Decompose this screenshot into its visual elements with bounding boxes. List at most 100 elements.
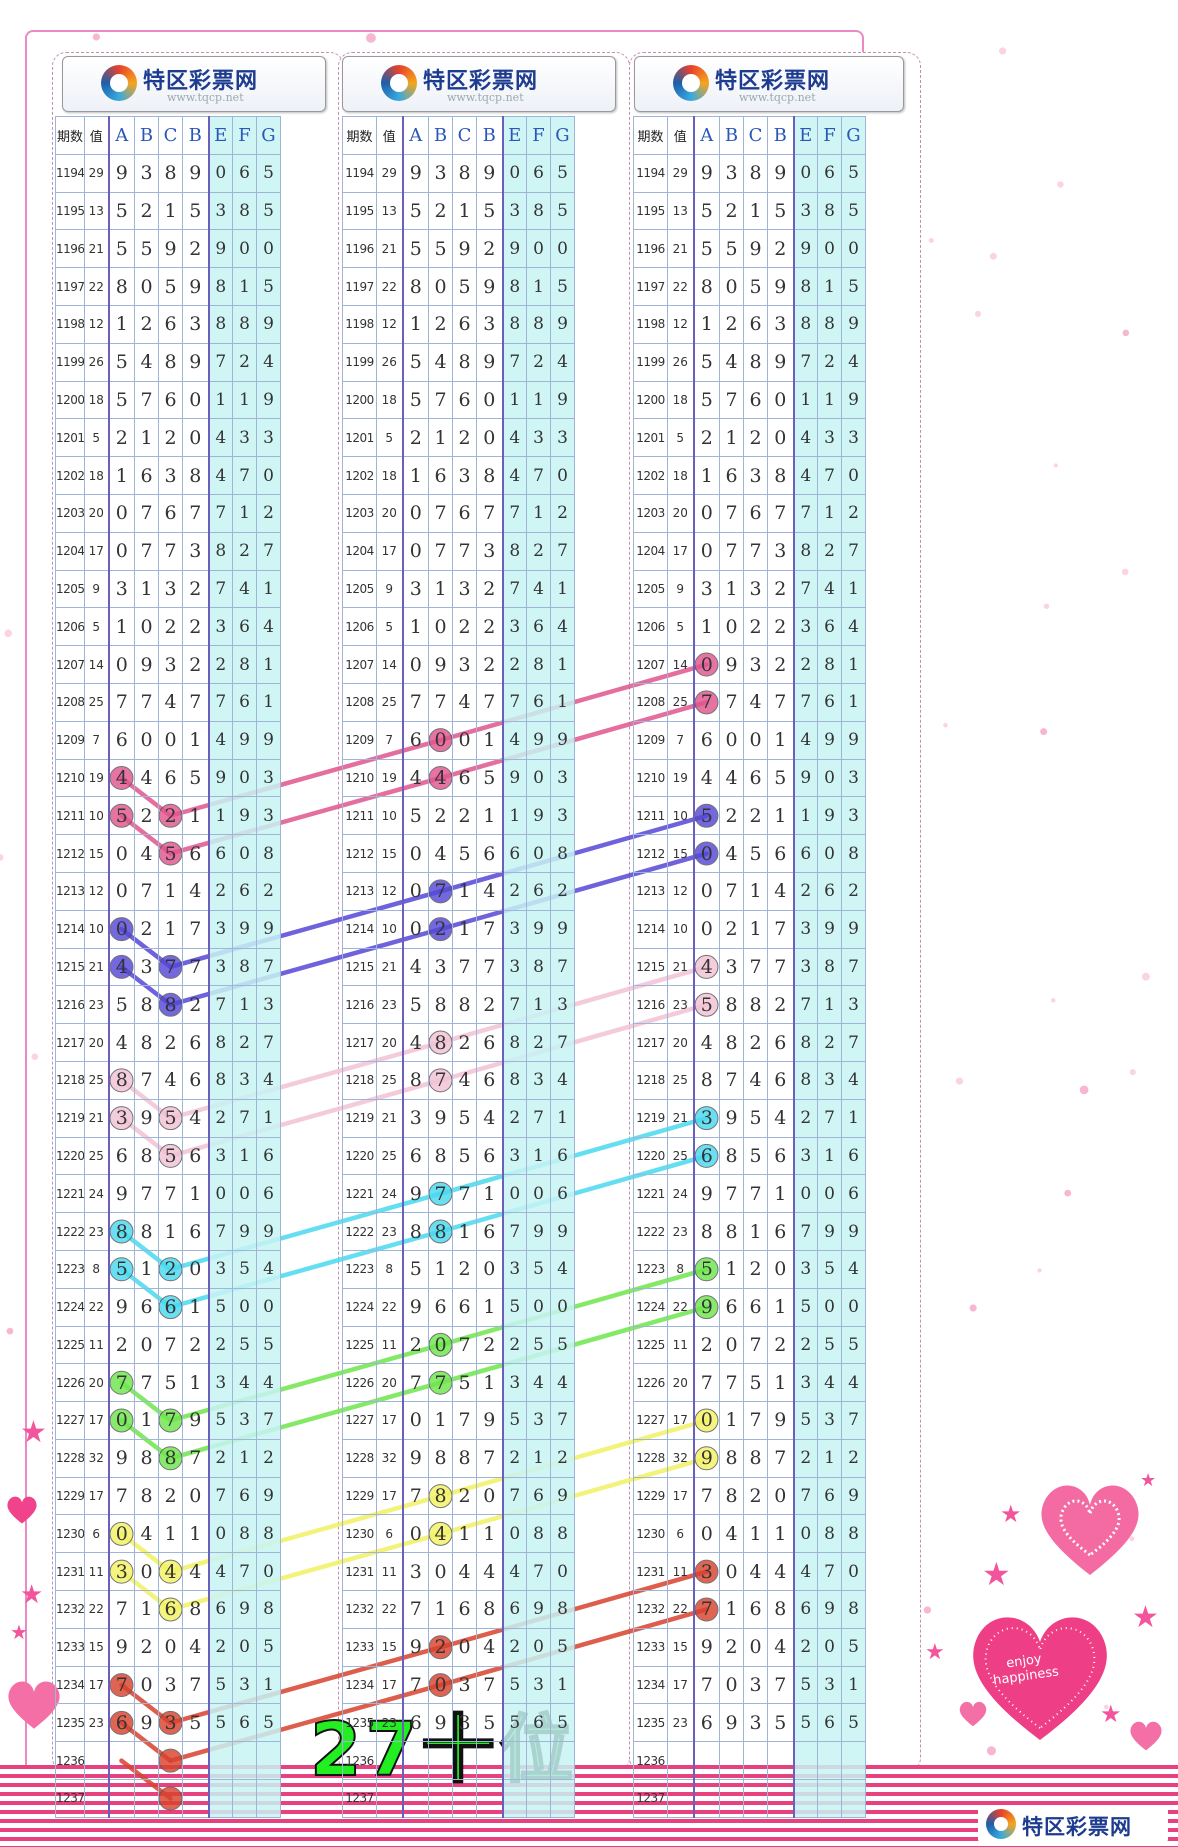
digit-cell: 8 — [134, 1438, 159, 1478]
digit-cell: 1 — [502, 796, 527, 836]
digit-cell: 7 — [793, 1212, 818, 1251]
digit-cell: 4 — [108, 1023, 135, 1062]
decor-dot — [986, 1746, 996, 1756]
sum-cell: 6 — [84, 1514, 110, 1554]
sum-cell — [84, 1741, 110, 1781]
sum-cell: 23 — [376, 1703, 404, 1743]
digit-cell: 3 — [208, 607, 233, 647]
digit-cell: 1 — [841, 1098, 866, 1138]
period-cell: 1205 — [633, 569, 668, 609]
table-row: 1214 10 0 2 1 7 3 9 9 — [55, 909, 281, 949]
table-row: 1211 10 5 2 2 1 1 9 3 — [55, 796, 281, 836]
digit-cell: 9 — [550, 304, 575, 344]
digit-cell: 0 — [232, 1627, 257, 1667]
sum-cell: 17 — [667, 1476, 695, 1516]
digit-cell: 5 — [743, 267, 768, 306]
decor-dot — [4, 629, 13, 637]
digit-cell: 9 — [550, 1476, 575, 1516]
digit-cell: 5 — [526, 1325, 551, 1365]
period-cell: 1227 — [633, 1401, 668, 1440]
digit-cell: 3 — [158, 569, 183, 609]
sum-cell: 10 — [84, 909, 110, 949]
digit-cell: 8 — [208, 304, 233, 344]
decor-dot — [1129, 1536, 1135, 1542]
period-cell: 1233 — [342, 1627, 377, 1667]
digit-cell: 0 — [502, 1514, 527, 1554]
star-icon: ★ — [1100, 1700, 1122, 1728]
digit-cell: 5 — [476, 191, 504, 231]
digit-cell: 5 — [452, 1363, 477, 1403]
digit-cell — [182, 1741, 210, 1781]
digit-cell: 4 — [232, 1363, 257, 1403]
digit-cell: 6 — [767, 834, 795, 873]
sum-cell: 17 — [84, 1476, 110, 1516]
digit-cell: 3 — [526, 1665, 551, 1705]
digit-cell: 3 — [793, 947, 818, 987]
digit-cell: 9 — [402, 1627, 429, 1667]
digit-cell: 7 — [428, 1174, 453, 1214]
digit-cell: 7 — [767, 947, 795, 987]
sum-cell: 14 — [84, 645, 110, 684]
table-row: 1212 15 0 4 5 6 6 0 8 — [633, 834, 866, 873]
digit-cell: 5 — [693, 191, 720, 231]
sum-cell: 15 — [376, 1627, 404, 1667]
table-row: 1219 21 3 9 5 4 2 7 1 — [633, 1098, 866, 1138]
period-cell: 1229 — [342, 1476, 377, 1516]
digit-cell: 1 — [134, 569, 159, 609]
digit-cell: 3 — [693, 569, 720, 609]
digit-cell: 4 — [256, 1060, 281, 1100]
digit-cell: 3 — [208, 191, 233, 231]
digit-cell: 2 — [452, 418, 477, 458]
digit-cell: 0 — [719, 607, 744, 647]
period-cell: 1202 — [342, 456, 377, 495]
digit-cell: 4 — [743, 1552, 768, 1592]
digit-cell: 6 — [182, 834, 210, 873]
digit-cell: 0 — [108, 834, 135, 873]
digit-cell: 2 — [158, 607, 183, 647]
table-row: 1218 25 8 7 4 6 8 3 4 — [342, 1060, 575, 1100]
digit-cell: 3 — [108, 569, 135, 609]
digit-cell: 2 — [208, 1438, 233, 1478]
digit-cell: 6 — [743, 758, 768, 798]
digit-cell: 3 — [502, 947, 527, 987]
period-cell: 1237 — [342, 1779, 377, 1818]
digit-cell: 7 — [134, 380, 159, 420]
digit-cell: 9 — [208, 758, 233, 798]
table-row: 1237 — [342, 1779, 575, 1818]
digit-cell: 8 — [817, 947, 842, 987]
digit-cell: 7 — [743, 1401, 768, 1440]
digit-cell: 3 — [719, 153, 744, 193]
digit-cell: 4 — [767, 1627, 795, 1667]
digit-cell: 1 — [452, 1514, 477, 1554]
digit-cell: 1 — [232, 985, 257, 1025]
digit-cell: 7 — [550, 531, 575, 571]
digit-cell: 5 — [817, 1325, 842, 1365]
column-header: 期数 — [633, 116, 668, 155]
decor-dot — [1043, 603, 1050, 610]
digit-cell: 8 — [232, 947, 257, 987]
digit-cell: 2 — [526, 342, 551, 382]
period-cell: 1202 — [55, 456, 85, 495]
digit-cell: 0 — [232, 758, 257, 798]
digit-cell: 7 — [182, 493, 210, 533]
digit-cell: 9 — [767, 267, 795, 306]
digit-cell: 5 — [743, 1136, 768, 1176]
digit-cell: 4 — [767, 1552, 795, 1592]
table-row: 1235 23 6 9 3 5 5 6 5 — [342, 1703, 575, 1743]
logo-swirl-icon — [986, 1809, 1016, 1839]
lottery-table-left: 期数值 A B C B E F G 1194 29 9 3 8 9 0 6 5 1195 13 5 2 1 5 3 8 5 1196… — [55, 116, 281, 1818]
digit-cell: 8 — [550, 1514, 575, 1554]
digit-cell: 9 — [232, 720, 257, 760]
table-row: 1209 7 6 0 0 1 4 9 9 — [633, 720, 866, 760]
digit-cell: 2 — [476, 985, 504, 1025]
table-row: 1222 23 8 8 1 6 7 9 9 — [633, 1212, 866, 1251]
digit-cell: 9 — [550, 1212, 575, 1251]
period-cell: 1200 — [55, 380, 85, 420]
digit-cell: 6 — [402, 1703, 429, 1743]
digit-cell: 2 — [182, 229, 210, 269]
digit-cell: 1 — [502, 380, 527, 420]
digit-cell: 9 — [402, 1287, 429, 1327]
digit-cell: 3 — [208, 947, 233, 987]
sum-cell: 15 — [667, 1627, 695, 1667]
sum-cell: 22 — [376, 267, 404, 306]
